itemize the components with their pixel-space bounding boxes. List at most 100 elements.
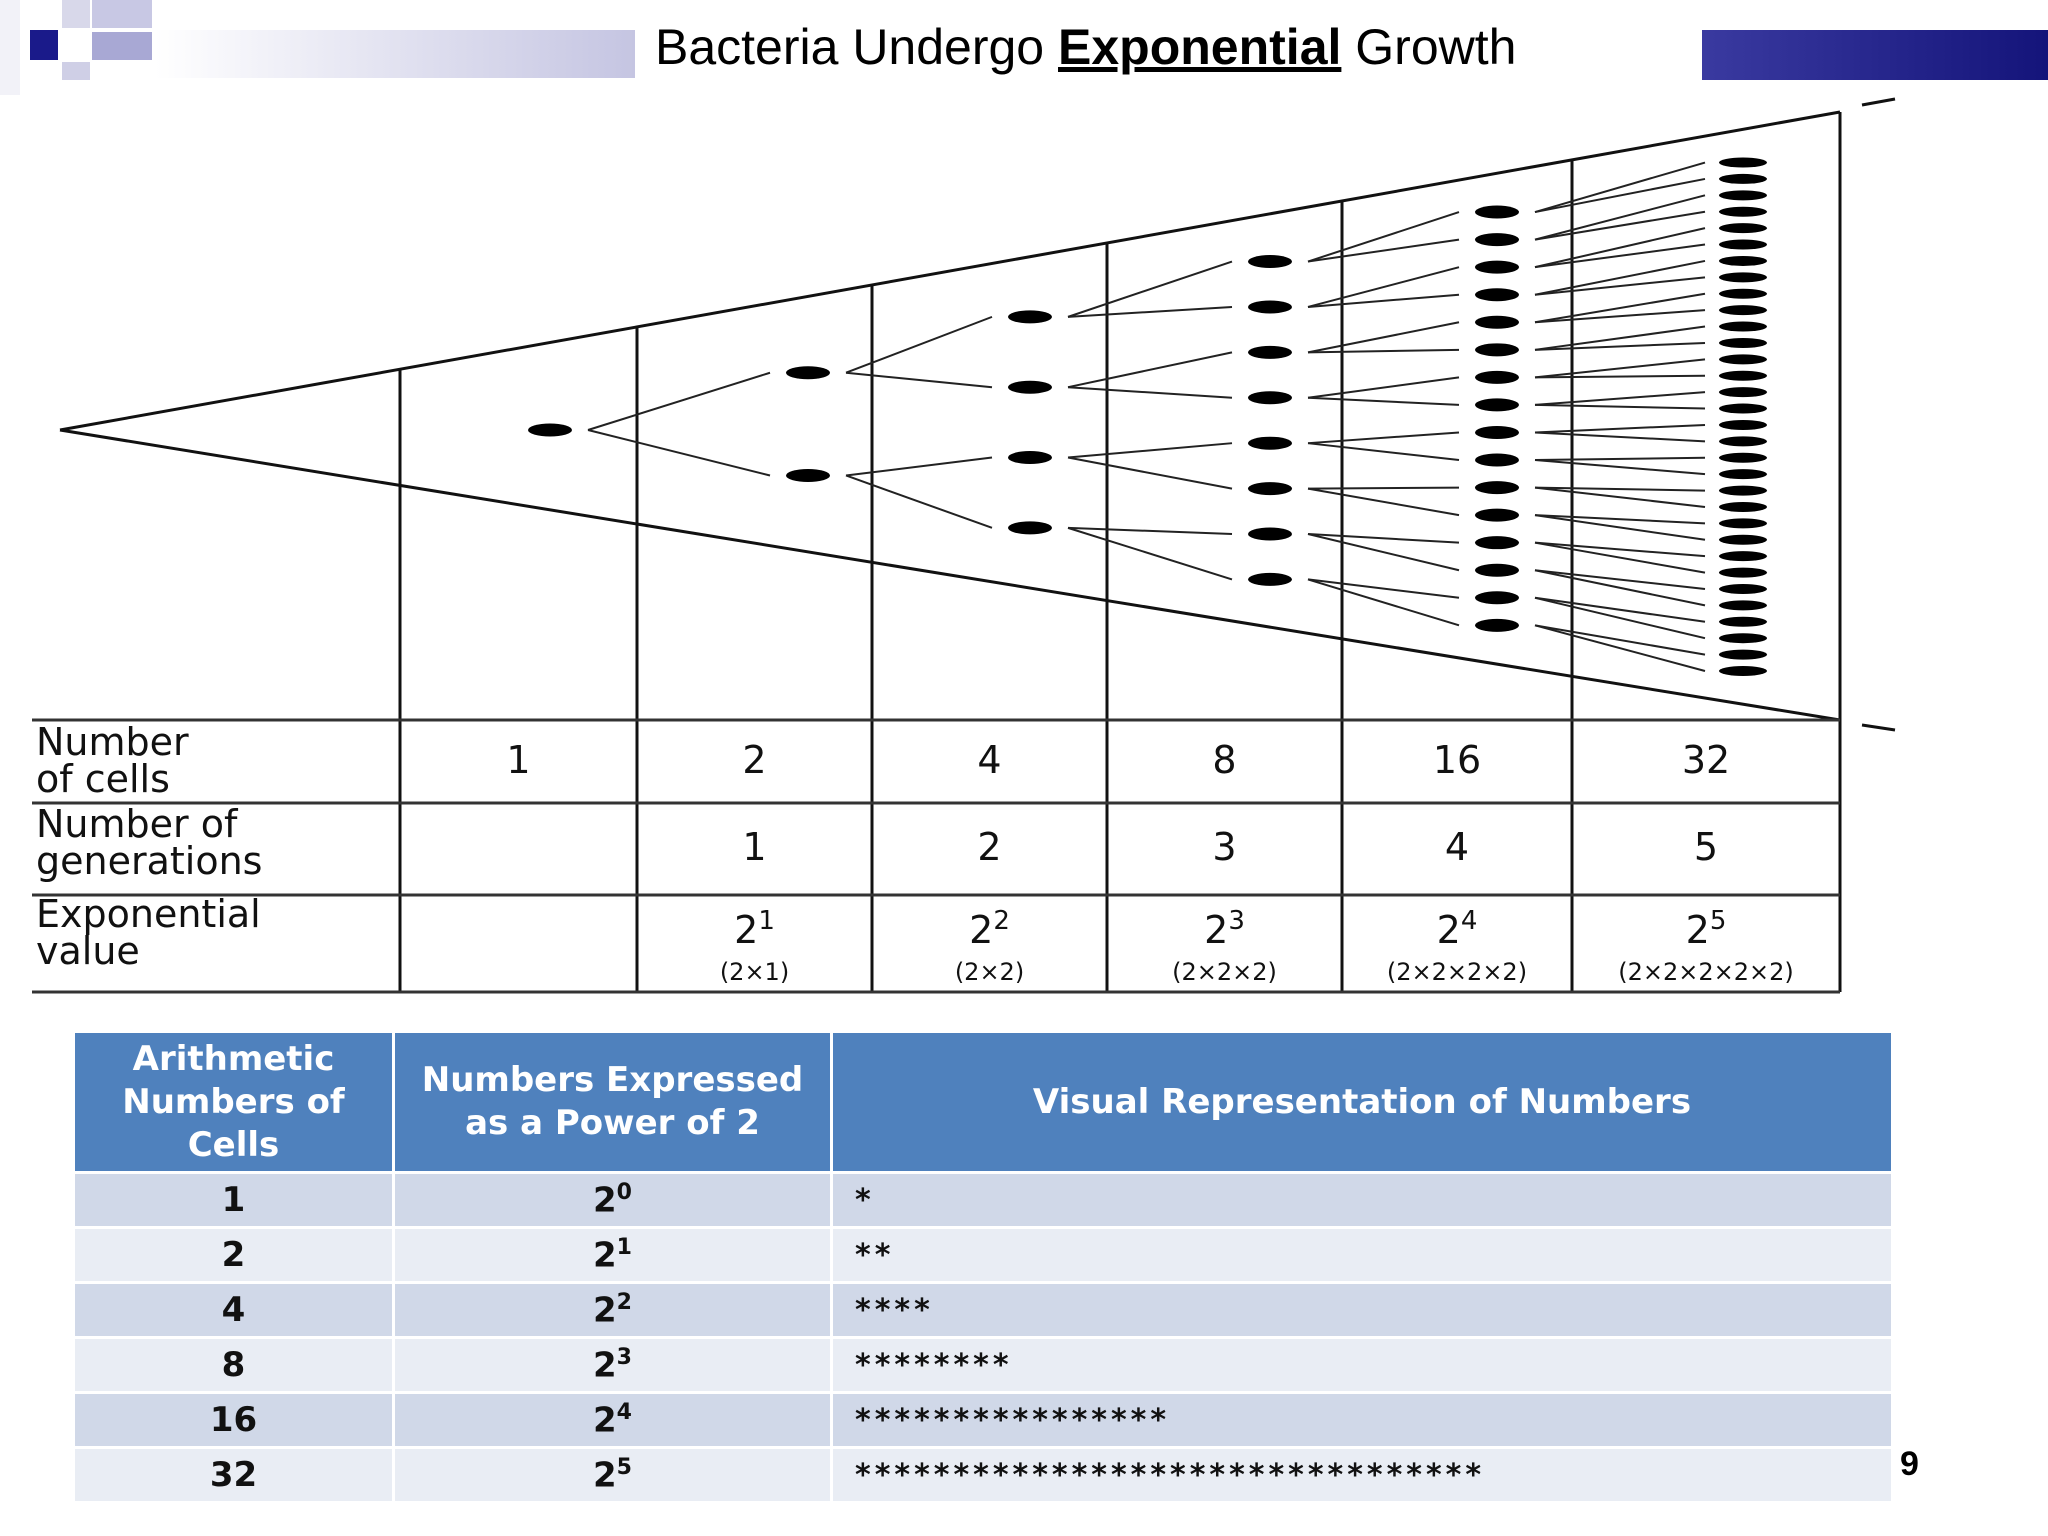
fission-line xyxy=(1534,596,1706,640)
header-power-of-two: Numbers Expressed as a Power of 2 xyxy=(392,1030,833,1174)
header-visual: Visual Representation of Numbers xyxy=(830,1030,1894,1174)
fission-line xyxy=(1534,276,1706,296)
exponential-expansion: (2×2) xyxy=(955,958,1024,986)
growth-wedge xyxy=(59,97,1896,992)
wedge-top-edge xyxy=(59,110,1841,432)
exponential-value: 25 xyxy=(1686,906,1727,952)
row-label-line: Number xyxy=(36,720,189,764)
bacterium-cell xyxy=(1008,310,1052,324)
exponential-expansion: (2×2×2×2) xyxy=(1387,958,1527,986)
bacteria-cells xyxy=(528,157,1767,676)
fission-line xyxy=(1534,374,1706,379)
power-of-two: 23 xyxy=(392,1336,833,1394)
table-row: 2 21 ** xyxy=(72,1226,1894,1284)
bacterium-cell xyxy=(1248,300,1292,314)
bacterium-cell xyxy=(1719,223,1767,234)
generation-value: 3 xyxy=(1212,825,1236,869)
table-row: 16 24 **************** xyxy=(72,1391,1894,1449)
cell-count-value: 4 xyxy=(977,738,1001,782)
power-of-two: 20 xyxy=(392,1171,833,1229)
bacterium-cell xyxy=(1719,239,1767,250)
bacterium-cell xyxy=(1719,436,1767,447)
row-label-line: value xyxy=(36,929,140,973)
cell-count-value: 32 xyxy=(1682,738,1730,782)
exponential-value: 24 xyxy=(1437,906,1478,952)
bacterium-cell xyxy=(1719,583,1767,594)
bacterium-cell xyxy=(1719,255,1767,266)
cell-count-value: 2 xyxy=(742,738,766,782)
fission-line xyxy=(1534,243,1706,269)
exponential-expansion: (2×2×2×2×2) xyxy=(1618,958,1794,986)
fission-line xyxy=(1534,227,1706,269)
visual-representation: ** xyxy=(830,1226,1894,1284)
fission-line xyxy=(1307,348,1460,354)
bacterium-cell xyxy=(1719,665,1767,676)
fission-line xyxy=(1534,514,1706,525)
bacterium-cell xyxy=(1719,551,1767,562)
cell-count-value: 8 xyxy=(1212,738,1236,782)
bacterium-cell xyxy=(1475,343,1519,357)
fission-line xyxy=(1534,514,1706,541)
fission-line xyxy=(1534,309,1706,324)
bacterium-cell xyxy=(1719,403,1767,414)
fission-line xyxy=(1534,194,1706,241)
bacterium-cell xyxy=(1719,387,1767,398)
fission-line xyxy=(1534,624,1706,672)
bacterium-cell xyxy=(1248,255,1292,269)
bacterium-cell xyxy=(1719,633,1767,644)
bacterium-cell xyxy=(1475,536,1519,550)
header-arithmetic: Arithmetic Numbers of Cells xyxy=(72,1030,395,1174)
power-base: 2 xyxy=(593,1455,617,1496)
bacterium-cell xyxy=(1719,534,1767,545)
fission-line xyxy=(1534,161,1706,214)
bacterium-cell xyxy=(1475,233,1519,247)
bacterium-cell xyxy=(1719,190,1767,201)
bacterium-cell xyxy=(1719,272,1767,283)
bacterium-cell xyxy=(1475,425,1519,439)
wedge-bottom-tick xyxy=(1861,723,1896,732)
cell-count-value: 1 xyxy=(506,738,530,782)
power-exponent: 0 xyxy=(616,1179,632,1205)
row-label-line: of cells xyxy=(36,757,170,801)
bacterium-cell xyxy=(1475,563,1519,577)
power-of-two: 22 xyxy=(392,1281,833,1339)
table-row: 8 23 ******** xyxy=(72,1336,1894,1394)
fission-line xyxy=(1307,293,1460,308)
fission-line xyxy=(1534,391,1706,406)
generation-value: 1 xyxy=(742,825,766,869)
fission-line xyxy=(1307,238,1460,263)
bacterium-cell xyxy=(786,366,830,380)
fission-line xyxy=(1307,431,1460,445)
visual-representation: * xyxy=(830,1171,1894,1229)
power-base: 2 xyxy=(593,1290,617,1331)
bacterium-cell xyxy=(1719,616,1767,627)
fission-line xyxy=(1067,305,1233,318)
fission-line xyxy=(845,371,993,389)
title-text-after: Growth xyxy=(1341,19,1517,75)
fission-line xyxy=(1067,442,1233,459)
fission-line xyxy=(1534,624,1706,656)
bacterium-cell xyxy=(1248,572,1292,586)
fission-line xyxy=(1534,569,1706,590)
fission-line xyxy=(1534,541,1706,558)
visual-representation: ******** xyxy=(830,1336,1894,1394)
power-of-two: 24 xyxy=(392,1391,833,1449)
cell-count-value: 16 xyxy=(1433,738,1481,782)
bacterium-cell xyxy=(1719,354,1767,365)
bacterium-cell xyxy=(1719,321,1767,332)
fission-line xyxy=(1534,569,1706,607)
bacterium-cell xyxy=(1475,370,1519,384)
table-row: 32 25 ******************************** xyxy=(72,1446,1894,1504)
bacterium-cell xyxy=(1008,451,1052,465)
fission-line xyxy=(1067,351,1233,389)
bacterium-cell xyxy=(1719,288,1767,299)
bacterium-cell xyxy=(1248,345,1292,359)
bacterium-cell xyxy=(1719,485,1767,496)
wedge-top-tick xyxy=(1861,97,1896,107)
cell-count: 4 xyxy=(72,1281,395,1339)
power-exponent: 3 xyxy=(616,1344,632,1370)
bacterium-cell xyxy=(1475,481,1519,495)
cell-count: 8 xyxy=(72,1336,395,1394)
table-header-row: Arithmetic Numbers of Cells Numbers Expr… xyxy=(72,1030,1894,1174)
fission-line xyxy=(1307,376,1460,399)
